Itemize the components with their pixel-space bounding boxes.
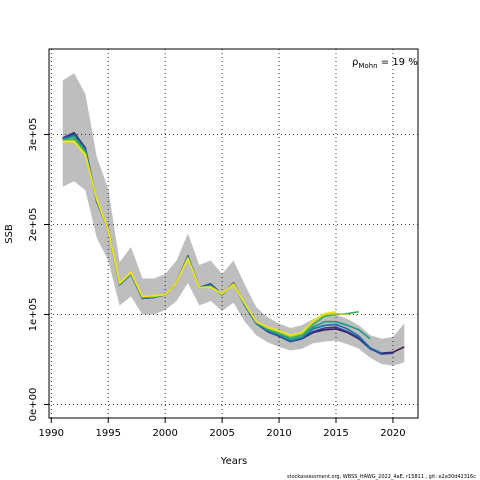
series-lines: [62, 131, 405, 355]
y-tick-label: 1e+05: [28, 298, 39, 332]
mohn-rho-equals: =: [378, 57, 393, 68]
plot-frame: [48, 48, 419, 419]
series-line-7: [62, 140, 337, 337]
x-axis: 1990 1995 2000 2005 2010 2015 2020: [39, 418, 406, 439]
mohn-rho-annotation: ρMohn = 19 %: [352, 57, 418, 70]
x-axis-title: Years: [220, 456, 247, 467]
confidence-band-area: [62, 73, 405, 366]
x-tick-label: 2020: [380, 428, 405, 439]
mohn-rho-value: 19 %: [392, 57, 417, 68]
x-tick-label: 2000: [152, 428, 177, 439]
mohn-rho-subscript: Mohn: [358, 62, 377, 70]
x-tick-label: 1995: [95, 428, 120, 439]
x-tick-label: 2010: [266, 428, 291, 439]
y-tick-label: 3e+05: [28, 118, 39, 152]
y-tick-label: 2e+05: [28, 208, 39, 242]
confidence-band: [62, 73, 405, 366]
y-tick-label: 0e+00: [28, 388, 39, 422]
y-axis: 0e+00 1e+05 2e+05 3e+05: [28, 118, 49, 422]
x-tick-label: 2015: [323, 428, 348, 439]
footer-credit: stockassessment.org, WBSS_HAWG_2022_4aE,…: [287, 474, 476, 480]
x-tick-label: 2005: [209, 428, 234, 439]
y-axis-title: SSB: [4, 224, 15, 244]
x-tick-label: 1990: [39, 428, 64, 439]
mohn-rho-symbol: ρ: [352, 57, 358, 68]
